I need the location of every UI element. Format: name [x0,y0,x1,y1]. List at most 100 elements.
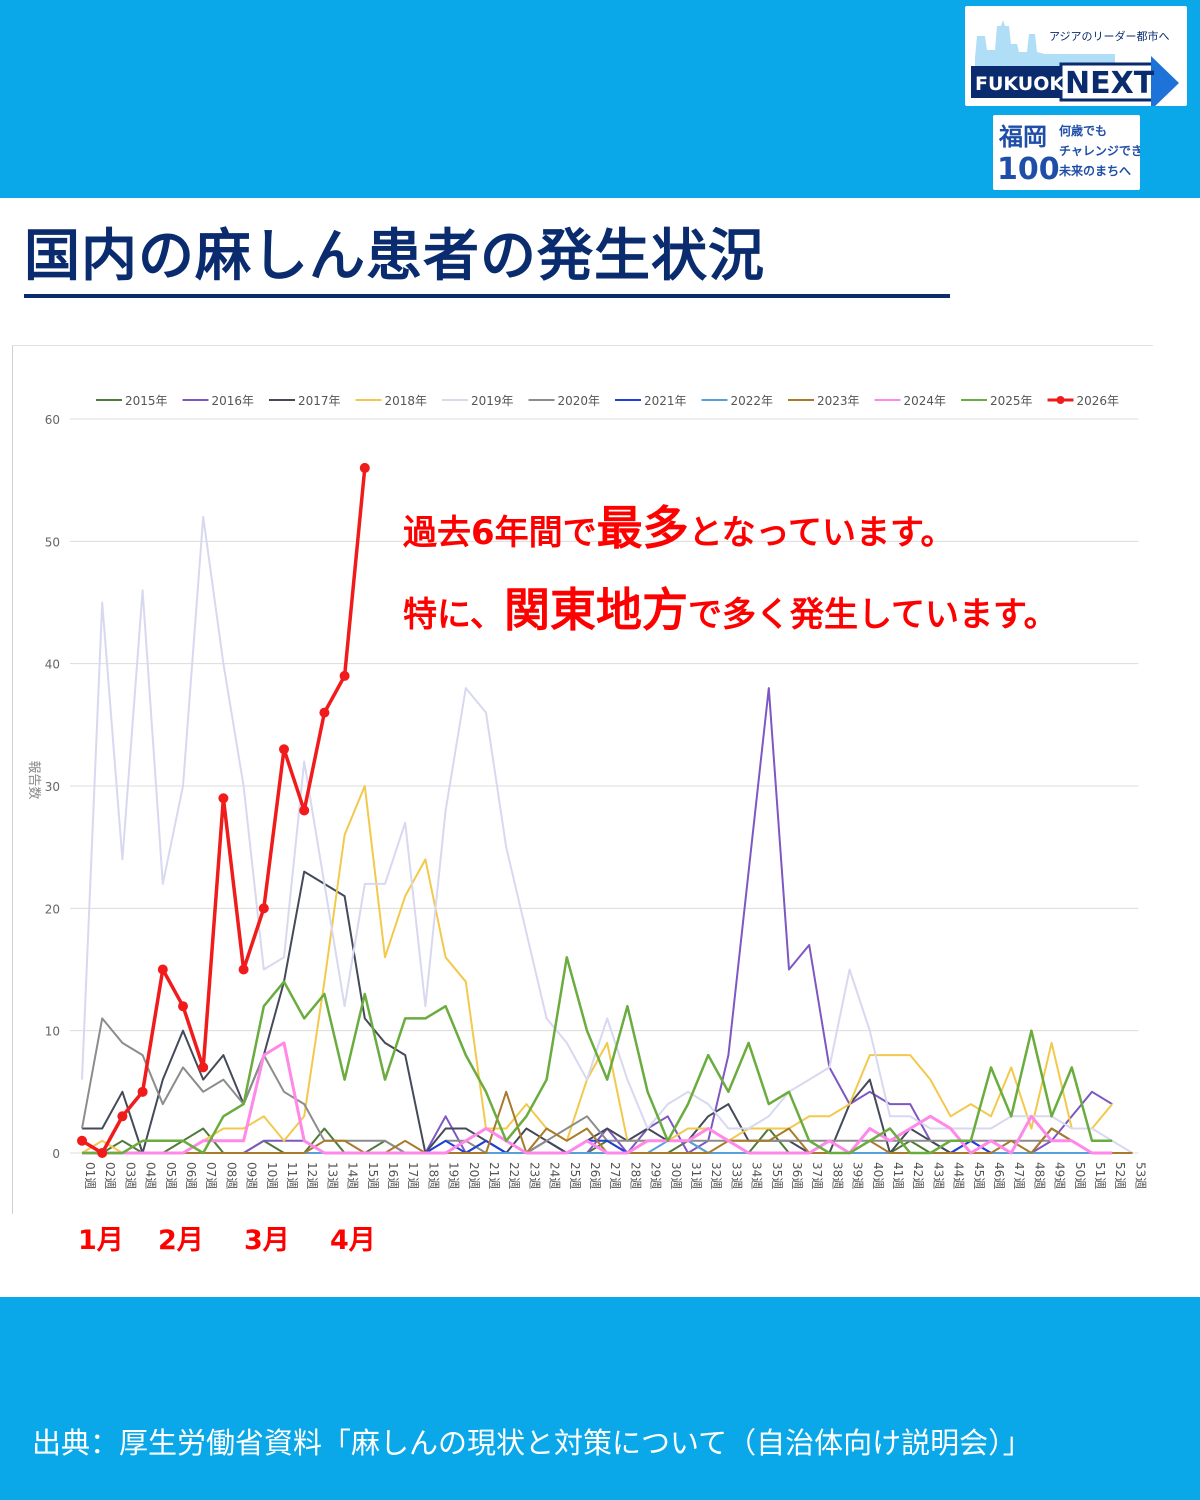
legend-label: 2022年 [731,394,774,408]
legend-label: 2023年 [817,394,860,408]
data-point-2026年 [178,1001,188,1012]
fukuoka-100-logo-graphic: 福岡 100 何歳でも チャレンジできる 未来のまちへ [997,123,1140,187]
legend-item: 2020年 [528,394,601,408]
x-axis-ticks: 01週 02週 03週 04週 05週 06週 07週 08週 09週 10週 11週 12週 13週 1… [83,1162,1147,1189]
legend-item: 2026年 [1047,394,1119,408]
y-tick-label: 0 [52,1147,60,1161]
x-tick-label: 35週 [770,1162,784,1189]
annotation-line-2: 特に、関東地方で多く発生しています。 [403,580,1058,645]
x-tick-label: 48週 [1032,1162,1046,1189]
annotation-2-b: で多く発生しています。 [687,595,1058,635]
source-citation: 出典：厚生労働省資料「麻しんの現状と対策について（自治体向け説明会）」 [32,1426,1032,1460]
x-tick-label: 51週 [1093,1162,1107,1189]
data-point-2026年 [77,1135,87,1146]
x-tick-label: 40週 [871,1162,885,1189]
data-point-2026年 [319,707,330,718]
legend-item: 2017年 [269,394,341,408]
logo-tagline: アジアのリーダー都市へ [1049,29,1170,43]
x-tick-label: 53週 [1133,1162,1147,1189]
data-point-2026年 [198,1062,209,1073]
data-point-2026年 [157,964,168,975]
x-tick-label: 43週 [931,1162,945,1189]
x-tick-label: 31週 [689,1162,703,1189]
x-tick-label: 07週 [204,1162,218,1189]
legend-marker [1056,396,1065,404]
legend-item: 2018年 [355,394,427,408]
x-tick-label: 52週 [1113,1162,1127,1189]
x-tick-label: 22週 [507,1162,521,1189]
legend-label: 2016年 [212,394,255,408]
month-label-3: 3月 [244,1225,290,1256]
x-tick-label: 36週 [790,1162,804,1189]
x-tick-label: 15週 [366,1162,380,1189]
title-underline [24,294,950,298]
series-line-2024年 [82,1041,1113,1155]
legend-item: 2015年 [96,394,168,408]
x-tick-label: 13週 [325,1162,339,1189]
legend-item: 2021年 [615,394,687,408]
data-point-2026年 [117,1111,128,1122]
x-tick-label: 09週 [245,1162,259,1189]
legend-label: 2020年 [558,394,601,408]
x-tick-label: 37週 [810,1162,824,1189]
x-tick-label: 21週 [487,1162,501,1189]
x-tick-label: 27週 [608,1162,622,1189]
x-tick-label: 39週 [851,1162,865,1189]
legend-item: 2023年 [788,394,860,408]
x-tick-label: 45週 [972,1162,986,1189]
legend-item: 2016年 [182,394,255,408]
y-axis-ticks: 0 10 20 30 40 50 60 [45,413,60,1161]
legend-item: 2022年 [701,394,774,408]
x-tick-label: 42週 [911,1162,925,1189]
x-tick-label: 25週 [568,1162,582,1189]
month-label-4: 4月 [330,1225,376,1256]
x-tick-label: 08週 [224,1162,238,1189]
x-tick-label: 32週 [709,1162,723,1189]
x-tick-label: 02週 [103,1162,117,1189]
fukuoka-100-logo: 福岡 100 何歳でも チャレンジできる 未来のまちへ [993,115,1140,190]
annotation-line-1: 過去6年間で最多となっています。 [403,500,955,561]
page-title: 国内の麻しん患者の発生状況 [24,224,765,289]
data-point-2026年 [299,805,310,816]
month-label-2: 2月 [158,1225,204,1256]
data-point-2026年 [238,964,249,975]
x-tick-label: 17週 [406,1162,420,1189]
legend-item: 2025年 [961,394,1033,408]
data-point-2026年 [339,670,350,681]
data-point-2026年 [97,1148,108,1158]
x-tick-label: 38週 [830,1162,844,1189]
x-tick-label: 24週 [548,1162,562,1189]
x-tick-label: 34週 [750,1162,764,1189]
logo-100-text-1: 何歳でも [1059,123,1107,138]
legend-label: 2024年 [904,394,947,408]
chart-frame [12,345,1153,1214]
series-line-2020年 [81,1017,1133,1154]
x-tick-label: 41週 [891,1162,905,1189]
legend-label: 2017年 [298,394,341,408]
annotation-1-a: 過去6年間で [403,513,597,553]
x-tick-label: 12週 [305,1162,319,1189]
month-labels: 1月 2月 3月 4月 [0,1218,420,1258]
x-tick-label: 01週 [83,1162,97,1189]
y-tick-label: 50 [45,535,60,549]
logo-name-right: NEXT [1065,66,1155,101]
y-tick-label: 40 [45,658,60,672]
legend-item: 2024年 [874,394,947,408]
x-tick-label: 33週 [729,1162,743,1189]
x-tick-label: 47週 [1012,1162,1026,1189]
y-tick-label: 10 [45,1025,60,1039]
x-tick-label: 11週 [285,1162,299,1189]
logo-100-number: 100 [997,152,1060,187]
x-tick-label: 03週 [123,1162,137,1189]
x-tick-label: 30週 [669,1162,683,1189]
series-line-2017年 [82,870,1133,1154]
legend-label: 2025年 [990,394,1033,408]
x-tick-label: 44週 [952,1162,966,1189]
x-tick-label: 26週 [588,1162,602,1189]
x-tick-label: 14週 [346,1162,360,1189]
x-tick-label: 28週 [628,1162,642,1189]
measles-chart: 0 10 20 30 40 50 60 01週 02週 03週 04週 05週 06週 07週 08週 09… [26,394,1147,1189]
x-tick-label: 23週 [527,1162,541,1189]
fukuoka-next-logo-graphic: アジアのリーダー都市へ FUKUOKA NEXT [971,20,1179,106]
x-tick-label: 04週 [144,1162,158,1189]
